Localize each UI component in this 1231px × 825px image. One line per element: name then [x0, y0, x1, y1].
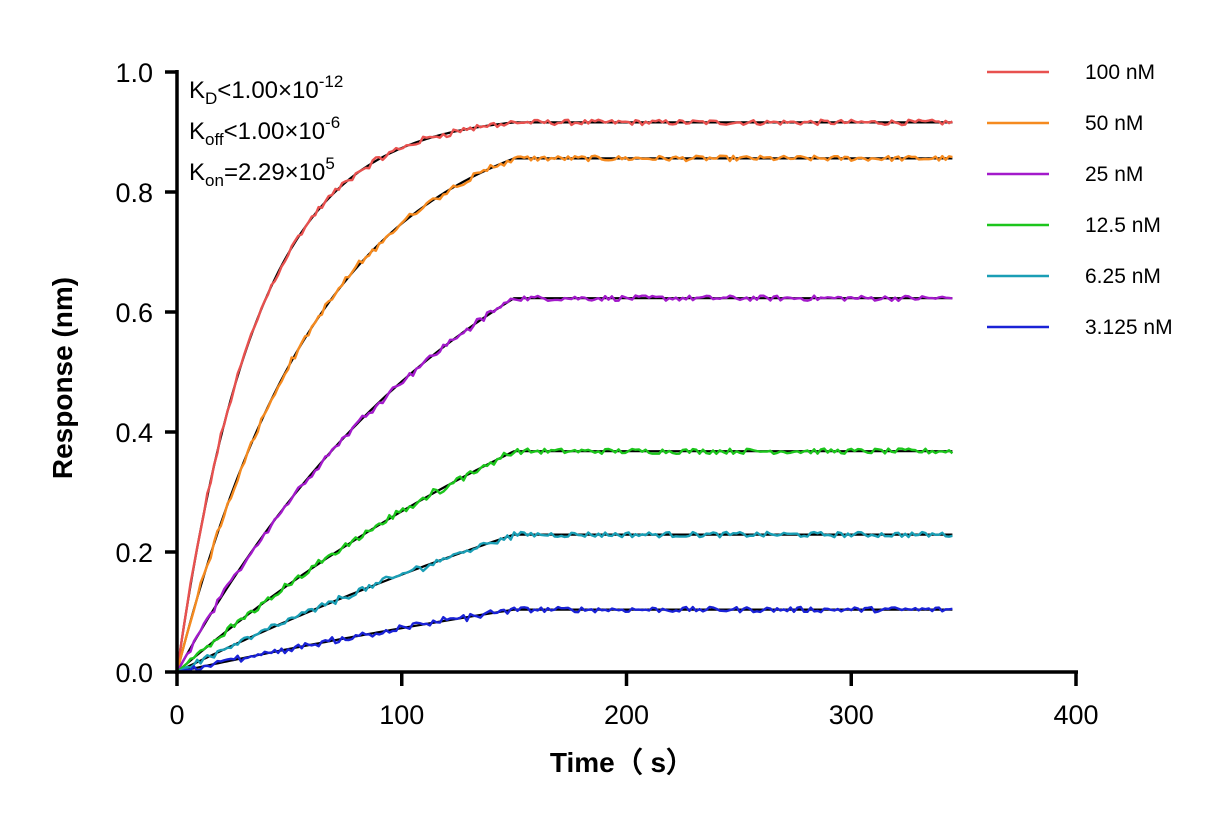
- legend-label-3: 25 nM: [1085, 163, 1143, 186]
- legend-label-1: 100 nM: [1085, 61, 1155, 84]
- kinetics-annotation: KD<1.00×10-12 Koff<1.00×10-6 Kon=2.29×105: [189, 72, 343, 190]
- legend: 100 nM 50 nM 25 nM 12.5 nM 6.25 nM 3.125 nM: [987, 61, 1173, 339]
- series-line-2: [175, 154, 953, 673]
- legend-label-2: 50 nM: [1085, 112, 1143, 135]
- x-axis-title: Time（ s）: [550, 746, 694, 778]
- x-tick-label: 200: [604, 700, 649, 730]
- y-tick-label: 0.0: [115, 658, 153, 688]
- fit-curve-5: [176, 533, 953, 673]
- fit-curves: [175, 121, 953, 674]
- x-tick-label: 400: [1053, 700, 1098, 730]
- x-tick-label: 300: [829, 700, 874, 730]
- fit-curve-3: [176, 297, 953, 673]
- legend-label-6: 3.125 nM: [1085, 316, 1173, 339]
- kinetics-kd: KD<1.00×10-12: [189, 72, 343, 108]
- series-line-4: [176, 447, 954, 673]
- axes: 0.0 0.2 0.4 0.6 0.8 1.0 0 100 200 300 400: [115, 58, 1098, 730]
- x-tick-label: 100: [379, 700, 424, 730]
- fit-curve-4: [176, 450, 953, 673]
- y-tick-label: 0.8: [115, 178, 153, 208]
- fit-curve-1: [175, 121, 953, 673]
- series-line-5: [176, 530, 953, 674]
- x-tick-label: 0: [169, 700, 184, 730]
- fit-curve-2: [175, 157, 953, 673]
- kinetics-kon: Kon=2.29×105: [189, 154, 335, 190]
- y-tick-label: 1.0: [115, 58, 153, 88]
- y-tick-label: 0.4: [115, 418, 153, 448]
- legend-label-4: 12.5 nM: [1085, 214, 1161, 237]
- kinetics-koff: Koff<1.00×10-6: [189, 113, 340, 149]
- legend-label-5: 6.25 nM: [1085, 265, 1161, 288]
- series-line-1: [175, 118, 953, 673]
- series-line-6: [176, 605, 953, 674]
- series-line-3: [175, 294, 953, 673]
- y-tick-label: 0.2: [115, 538, 153, 568]
- data-series-lines: [175, 118, 954, 674]
- y-axis-title: Response (nm): [47, 277, 78, 479]
- y-tick-label: 0.6: [115, 298, 153, 328]
